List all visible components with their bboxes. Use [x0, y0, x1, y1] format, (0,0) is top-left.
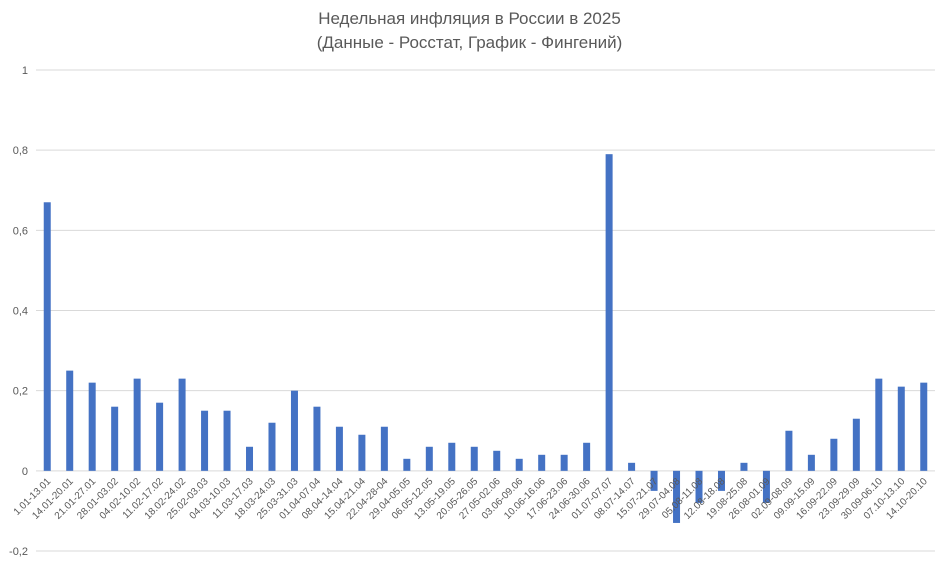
bar [133, 378, 141, 471]
bar [268, 422, 276, 471]
bar [470, 446, 478, 471]
y-tick-label: 0,2 [13, 386, 28, 398]
bar [583, 442, 591, 471]
bar [358, 434, 366, 471]
bar [448, 442, 456, 471]
bar [111, 406, 119, 471]
bar [560, 454, 568, 471]
bar [852, 418, 860, 471]
bar [201, 410, 209, 471]
bar [717, 470, 725, 491]
bar [762, 470, 770, 503]
chart-subtitle: (Данные - Росстат, График - Фингений) [316, 33, 623, 52]
bar [740, 462, 748, 471]
y-tick-label: 0,4 [13, 306, 28, 318]
bar [920, 382, 928, 471]
bar [425, 446, 433, 471]
y-tick-label: 0,8 [13, 145, 28, 157]
bar [538, 454, 546, 471]
bar [785, 430, 793, 471]
bar [605, 154, 613, 471]
bar [673, 470, 681, 523]
y-tick-label: 0 [22, 466, 28, 478]
bar [875, 378, 883, 471]
bar [380, 426, 388, 471]
bar [695, 470, 703, 503]
chart-title: Недельная инфляция в России в 2025 [318, 9, 621, 28]
bar [223, 410, 231, 471]
bar [43, 202, 51, 471]
bar [178, 378, 186, 471]
bar [313, 406, 321, 471]
bar [515, 458, 523, 471]
bar [88, 382, 96, 471]
bar [830, 438, 838, 471]
bar [403, 458, 411, 471]
bar [807, 454, 815, 471]
bar [246, 446, 254, 471]
y-tick-label: -0,2 [9, 546, 28, 558]
bar [156, 402, 164, 471]
bar [628, 462, 636, 471]
y-tick-label: 1 [22, 65, 28, 77]
bar [66, 370, 74, 471]
bar [493, 450, 501, 471]
bar [290, 390, 298, 471]
bar [335, 426, 343, 471]
y-tick-label: 0,6 [13, 225, 28, 237]
bar [897, 386, 905, 471]
bar [650, 470, 658, 491]
